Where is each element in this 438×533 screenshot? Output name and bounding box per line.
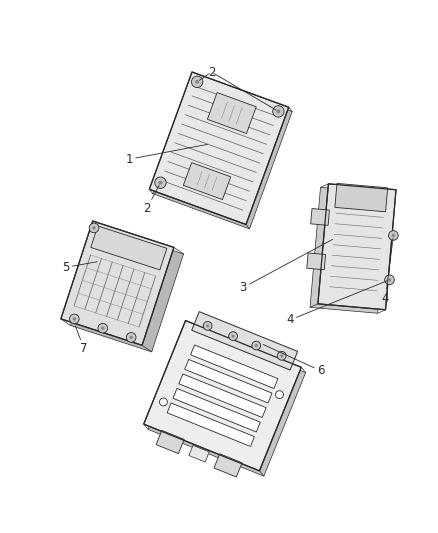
Ellipse shape — [195, 80, 199, 84]
Polygon shape — [156, 430, 184, 454]
Ellipse shape — [273, 106, 284, 117]
Text: 5: 5 — [62, 261, 97, 274]
Polygon shape — [191, 345, 278, 389]
Polygon shape — [144, 320, 301, 471]
Ellipse shape — [203, 321, 212, 330]
Ellipse shape — [155, 177, 166, 188]
Ellipse shape — [159, 398, 167, 406]
Polygon shape — [61, 221, 174, 345]
Ellipse shape — [127, 333, 136, 342]
Ellipse shape — [89, 223, 99, 233]
Text: 4: 4 — [381, 238, 393, 304]
Ellipse shape — [276, 109, 280, 114]
Polygon shape — [214, 454, 242, 477]
Ellipse shape — [389, 231, 398, 240]
Text: 1: 1 — [125, 144, 208, 166]
Text: 3: 3 — [240, 239, 332, 294]
Ellipse shape — [98, 324, 108, 333]
Ellipse shape — [392, 234, 395, 237]
Polygon shape — [184, 163, 231, 199]
Ellipse shape — [277, 351, 286, 360]
Ellipse shape — [130, 336, 133, 339]
Ellipse shape — [92, 226, 95, 230]
Polygon shape — [91, 226, 167, 270]
Ellipse shape — [280, 354, 283, 357]
Polygon shape — [71, 228, 184, 352]
Polygon shape — [148, 326, 306, 476]
Ellipse shape — [385, 275, 394, 285]
Text: 6: 6 — [263, 344, 325, 377]
Ellipse shape — [101, 327, 104, 330]
Polygon shape — [307, 253, 325, 270]
Polygon shape — [335, 183, 388, 212]
Polygon shape — [153, 76, 292, 229]
Ellipse shape — [232, 335, 235, 338]
Polygon shape — [149, 72, 289, 224]
Ellipse shape — [70, 314, 79, 324]
Ellipse shape — [276, 391, 283, 399]
Ellipse shape — [255, 344, 258, 347]
Text: 2: 2 — [208, 66, 215, 78]
Ellipse shape — [388, 278, 391, 281]
Text: 7: 7 — [75, 326, 88, 356]
Text: 2: 2 — [143, 185, 159, 215]
Ellipse shape — [252, 341, 261, 350]
Polygon shape — [207, 93, 256, 134]
Polygon shape — [189, 446, 209, 462]
Polygon shape — [318, 184, 396, 310]
Ellipse shape — [159, 181, 162, 185]
Polygon shape — [173, 389, 260, 432]
Polygon shape — [185, 359, 272, 403]
Polygon shape — [179, 374, 266, 417]
Text: 4: 4 — [286, 281, 387, 326]
Polygon shape — [311, 208, 329, 225]
Ellipse shape — [73, 317, 76, 321]
Polygon shape — [167, 403, 254, 447]
Ellipse shape — [206, 324, 209, 327]
Ellipse shape — [191, 76, 203, 87]
Polygon shape — [310, 187, 388, 313]
Polygon shape — [192, 312, 298, 370]
Ellipse shape — [229, 332, 237, 341]
